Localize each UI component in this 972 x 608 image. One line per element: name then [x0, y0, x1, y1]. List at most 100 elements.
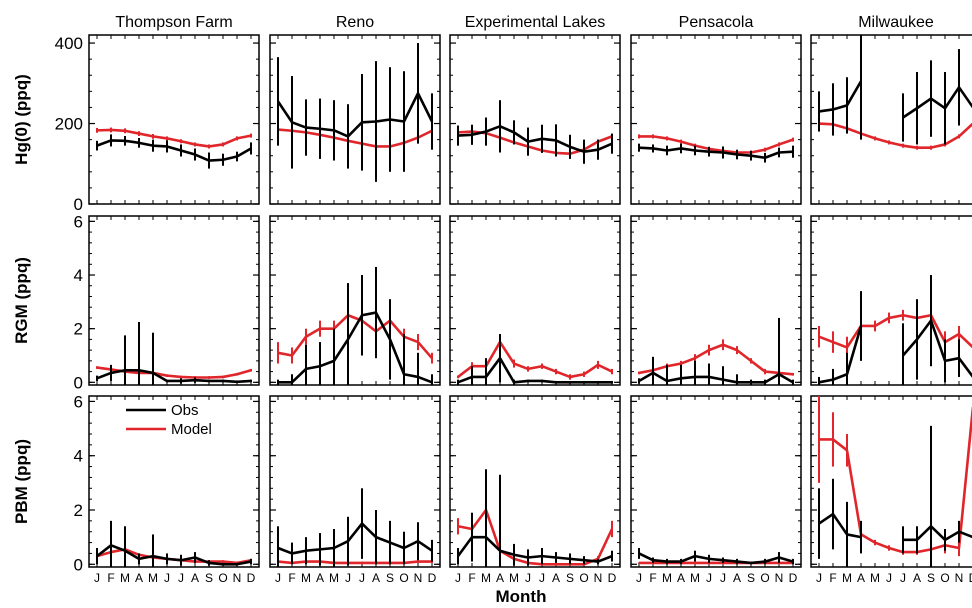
month-label: M	[690, 571, 700, 585]
panel-rgm-ppq-experimental-lakes	[449, 215, 621, 386]
y-tick-label: 0	[74, 373, 83, 392]
panel-hg-0-ppq-pensacola	[630, 34, 802, 205]
obs-line	[457, 125, 613, 153]
obs-line	[277, 522, 433, 555]
column-title-thompson-farm: Thompson Farm	[115, 14, 232, 31]
month-label: S	[205, 571, 213, 585]
month-label: M	[120, 571, 130, 585]
month-label: D	[789, 571, 798, 585]
series-group	[96, 520, 252, 567]
model-line	[457, 508, 614, 566]
model-line	[96, 366, 252, 379]
series-group	[638, 548, 794, 565]
month-label: O	[940, 571, 949, 585]
series-group	[277, 488, 433, 567]
month-label: O	[399, 571, 408, 585]
legend: Obs Model	[126, 402, 212, 438]
model-line	[638, 343, 794, 376]
row-labels: Hg(0) (ppq) RGM (ppq) PBM (ppq) 0 200 400 0 2 4 6…	[12, 34, 83, 574]
panel-frame	[810, 215, 972, 386]
month-label: J	[816, 571, 822, 585]
month-label: J	[94, 571, 100, 585]
month-label: F	[649, 571, 656, 585]
month-label: J	[706, 571, 712, 585]
month-label: J	[345, 571, 351, 585]
model-line	[819, 406, 972, 554]
month-label: M	[509, 571, 519, 585]
model-line	[818, 313, 972, 349]
panel-frame	[269, 215, 441, 386]
obs-line	[457, 356, 612, 384]
column-titles: Thompson Farm Reno Experimental Lakes Pensa…	[115, 14, 934, 31]
panel-frame	[449, 395, 621, 568]
month-label: O	[218, 571, 227, 585]
panel-frame	[810, 395, 972, 568]
model-line	[277, 128, 433, 148]
obs-line	[818, 512, 862, 539]
month-label: J	[720, 571, 726, 585]
panel-frame	[810, 34, 972, 205]
y-tick-label: 4	[74, 447, 83, 466]
month-label: M	[842, 571, 852, 585]
obs-line	[818, 80, 863, 113]
month-label: F	[468, 571, 475, 585]
month-label: S	[747, 571, 755, 585]
legend-label-model: Model	[171, 421, 212, 438]
month-label: N	[414, 571, 423, 585]
obs-line	[903, 524, 972, 542]
month-label: J	[455, 571, 461, 585]
panel-hg-0-ppq-reno	[269, 34, 441, 205]
month-label: A	[496, 571, 504, 585]
y-tick-label: 0	[74, 555, 83, 574]
column-title-milwaukee: Milwaukee	[858, 14, 934, 31]
legend-label-obs: Obs	[171, 402, 199, 419]
series-group	[818, 35, 972, 150]
y-tick-label: 200	[55, 115, 83, 134]
series-group	[638, 134, 794, 163]
month-label: J	[900, 571, 906, 585]
panel-hg-0-ppq-milwaukee	[810, 34, 972, 205]
series-group	[457, 334, 613, 385]
series-group	[457, 100, 613, 164]
month-label: D	[969, 571, 972, 585]
series-group	[276, 43, 434, 182]
month-label: N	[955, 571, 964, 585]
obs-line	[902, 319, 972, 378]
month-label: S	[386, 571, 394, 585]
month-label: A	[135, 571, 143, 585]
obs-line	[278, 311, 433, 384]
month-label: A	[552, 571, 560, 585]
series-group	[638, 317, 794, 385]
panel-hg-0-ppq-thompson-farm	[88, 34, 260, 205]
month-label: O	[579, 571, 588, 585]
panel-frame	[88, 395, 260, 568]
x-axis-label: Month	[496, 587, 547, 606]
month-label: M	[870, 571, 880, 585]
month-label: D	[608, 571, 617, 585]
month-label: O	[760, 571, 769, 585]
y-tick-label: 6	[74, 392, 83, 411]
y-tick-label: 6	[74, 212, 83, 231]
obs-line	[638, 146, 794, 160]
panel-rgm-ppq-reno	[269, 215, 441, 386]
month-label: A	[733, 571, 741, 585]
month-label: N	[594, 571, 603, 585]
month-label: M	[329, 571, 339, 585]
obs-line	[456, 535, 613, 563]
model-line	[277, 313, 433, 360]
row-label-rgm-ppq: RGM (ppq)	[12, 257, 31, 344]
month-label: M	[148, 571, 158, 585]
obs-line	[96, 139, 252, 162]
month-label: A	[677, 571, 685, 585]
obs-line	[276, 92, 434, 138]
month-label: J	[525, 571, 531, 585]
series-group	[96, 127, 252, 169]
series-group	[456, 469, 614, 567]
series-group	[277, 266, 433, 385]
month-label: J	[636, 571, 642, 585]
month-label: D	[247, 571, 256, 585]
month-label: J	[275, 571, 281, 585]
